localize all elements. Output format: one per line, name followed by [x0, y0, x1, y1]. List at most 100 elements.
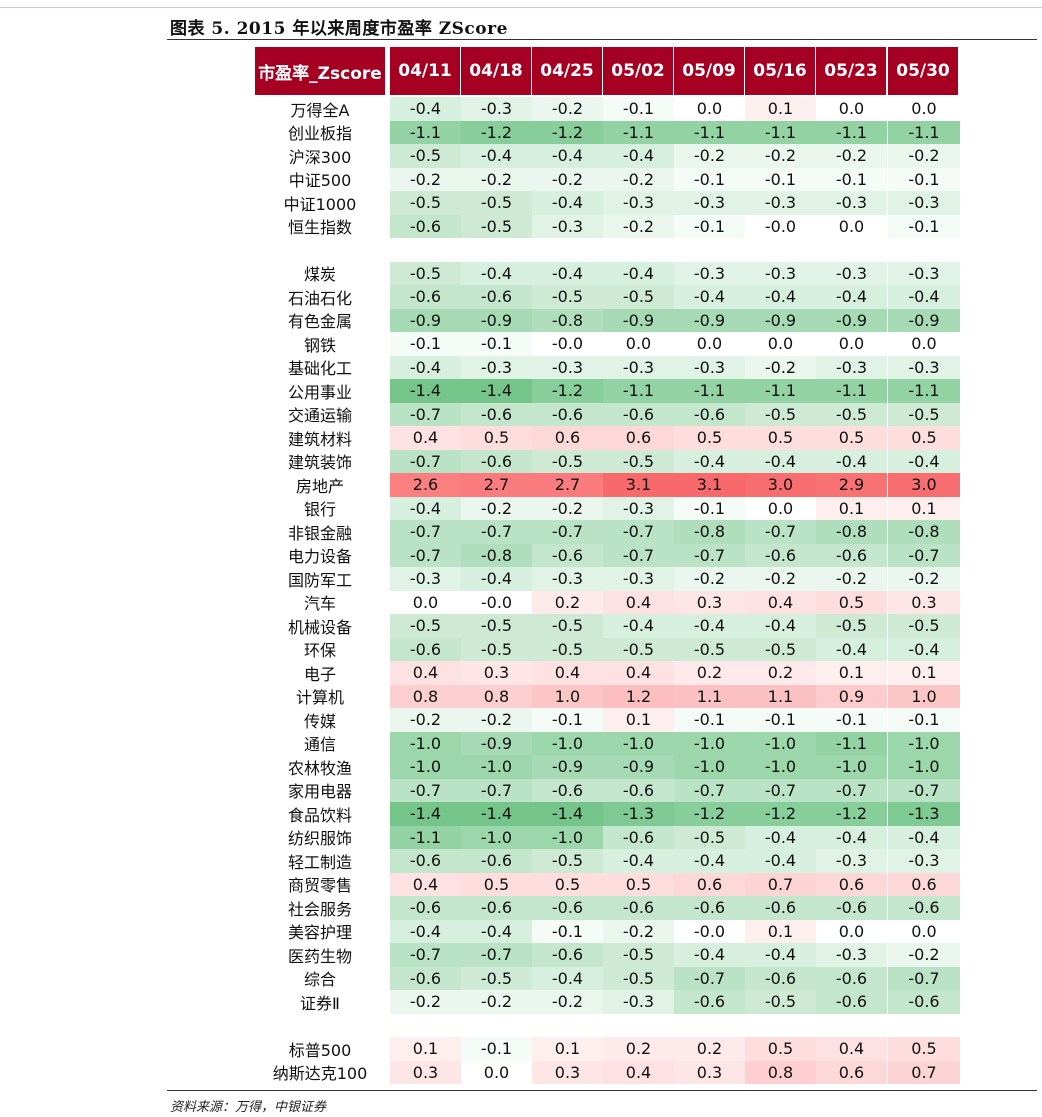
value-cell: 0.5: [603, 872, 674, 896]
value-cell: -0.4: [888, 637, 960, 661]
table-row: 通信 -1.0 -0.9 -1.0 -1.0 -1.0 -1.0 -1.1 -1.0: [0, 731, 1042, 755]
table-row: 恒生指数 -0.6 -0.5 -0.3 -0.2 -0.1 -0.0 0.0 -0.1: [0, 214, 1042, 238]
value-cell: -1.1: [674, 379, 745, 403]
value-cell: 2.9: [816, 473, 887, 497]
value-cell: -0.2: [603, 214, 674, 238]
value-cell: -0.4: [745, 449, 816, 473]
table-row: 纺织服饰 -1.1 -1.0 -1.0 -0.6 -0.5 -0.4 -0.4 -0.4: [0, 825, 1042, 849]
value-cell: 0.0: [888, 919, 960, 943]
value-cell: 0.0: [674, 332, 745, 356]
value-cell: -0.4: [674, 614, 745, 638]
value-cell: -0.7: [816, 778, 887, 802]
value-cell: -1.4: [461, 802, 532, 826]
value-cell: -1.1: [603, 379, 674, 403]
value-cell: 0.0: [745, 496, 816, 520]
value-cell: 0.1: [888, 496, 960, 520]
value-cell: -0.6: [745, 543, 816, 567]
row-label: 传媒: [303, 711, 336, 731]
value-cell: -0.5: [816, 614, 887, 638]
column-header: 04/11: [390, 47, 460, 95]
value-cell: 0.5: [461, 872, 532, 896]
value-cell: -0.6: [745, 896, 816, 920]
value-cell: 3.1: [674, 473, 745, 497]
value-cell: 0.0: [603, 332, 674, 356]
value-cell: 0.3: [532, 1060, 603, 1084]
value-cell: -0.7: [603, 543, 674, 567]
table-row: 有色金属 -0.9 -0.9 -0.8 -0.9 -0.9 -0.9 -0.9 -0.9: [0, 308, 1042, 332]
value-cell: 0.5: [745, 426, 816, 450]
value-cell: -0.3: [888, 261, 960, 285]
value-cell: 2.7: [532, 473, 603, 497]
value-cell: -0.5: [390, 144, 461, 168]
value-cell: -0.9: [461, 308, 532, 332]
value-cell: 3.1: [603, 473, 674, 497]
page-title: 图表 5. 2015 年以来周度市盈率 ZScore: [170, 19, 508, 39]
value-cell: 0.0: [816, 214, 887, 238]
value-cell: -0.2: [461, 990, 532, 1014]
value-cell: 0.0: [674, 97, 745, 121]
table-row: 美容护理 -0.4 -0.4 -0.1 -0.2 -0.0 0.1 0.0 0.0: [0, 919, 1042, 943]
value-cell: 0.6: [888, 872, 960, 896]
value-cell: -0.7: [390, 543, 461, 567]
value-cell: -0.6: [603, 896, 674, 920]
value-cell: 0.8: [745, 1060, 816, 1084]
value-cell: 0.4: [532, 661, 603, 685]
value-cell: -0.7: [888, 543, 960, 567]
value-cell: -0.1: [888, 214, 960, 238]
row-label: 纳斯达克100: [272, 1064, 368, 1084]
table-row: 石油石化 -0.6 -0.6 -0.5 -0.5 -0.4 -0.4 -0.4 -0.4: [0, 285, 1042, 309]
value-cell: -0.4: [816, 825, 887, 849]
value-cell: -0.1: [532, 708, 603, 732]
value-cell: -0.2: [603, 919, 674, 943]
value-cell: 0.4: [390, 426, 461, 450]
table-row: 农林牧渔 -1.0 -1.0 -0.9 -0.9 -1.0 -1.0 -1.0 -1.0: [0, 755, 1042, 779]
value-cell: -0.6: [674, 990, 745, 1014]
value-cell: -0.3: [603, 496, 674, 520]
value-cell: -0.3: [816, 191, 887, 215]
value-cell: -0.6: [603, 402, 674, 426]
value-cell: -0.3: [603, 990, 674, 1014]
value-cell: -0.6: [816, 543, 887, 567]
value-cell: -0.1: [674, 708, 745, 732]
value-cell: -0.4: [745, 943, 816, 967]
row-label: 石油石化: [287, 288, 352, 308]
value-cell: -0.3: [461, 355, 532, 379]
value-cell: -0.4: [816, 449, 887, 473]
value-cell: 0.8: [390, 684, 461, 708]
value-cell: 0.1: [888, 661, 960, 685]
value-cell: 0.1: [532, 1037, 603, 1061]
value-cell: -0.5: [603, 285, 674, 309]
value-cell: -0.6: [674, 896, 745, 920]
row-label: 建筑材料: [287, 429, 352, 449]
table-row: 中证1000 -0.5 -0.5 -0.4 -0.3 -0.3 -0.3 -0.3 -0.3: [0, 191, 1042, 215]
table-row: 非银金融 -0.7 -0.7 -0.7 -0.7 -0.8 -0.7 -0.8 -0.8: [0, 520, 1042, 544]
value-cell: -0.1: [816, 708, 887, 732]
value-cell: 0.5: [888, 426, 960, 450]
value-cell: 0.5: [674, 426, 745, 450]
value-cell: 0.4: [816, 1037, 887, 1061]
value-cell: 0.4: [390, 872, 461, 896]
value-cell: -0.4: [461, 144, 532, 168]
value-cell: -0.2: [745, 144, 816, 168]
table-row: 房地产 2.6 2.7 2.7 3.1 3.1 3.0 2.9 3.0: [0, 473, 1042, 497]
row-label: 中证500: [288, 171, 352, 191]
value-cell: -0.4: [390, 919, 461, 943]
table-row: 电力设备 -0.7 -0.8 -0.6 -0.7 -0.7 -0.6 -0.6 -0.7: [0, 543, 1042, 567]
value-cell: 0.4: [745, 590, 816, 614]
table-row: 国防军工 -0.3 -0.4 -0.3 -0.3 -0.2 -0.2 -0.2 -0.2: [0, 567, 1042, 591]
value-cell: -0.7: [461, 943, 532, 967]
value-cell: -0.6: [532, 778, 603, 802]
value-cell: -1.2: [532, 120, 603, 144]
value-cell: -0.8: [888, 520, 960, 544]
value-cell: -0.9: [674, 308, 745, 332]
value-cell: -0.3: [888, 355, 960, 379]
value-cell: -0.6: [532, 402, 603, 426]
value-cell: -1.1: [888, 120, 960, 144]
value-cell: -0.7: [461, 520, 532, 544]
value-cell: -0.2: [603, 167, 674, 191]
value-cell: -0.1: [745, 708, 816, 732]
value-cell: -1.1: [390, 825, 461, 849]
value-cell: -0.2: [390, 708, 461, 732]
value-cell: -0.0: [674, 919, 745, 943]
value-cell: -0.4: [674, 285, 745, 309]
